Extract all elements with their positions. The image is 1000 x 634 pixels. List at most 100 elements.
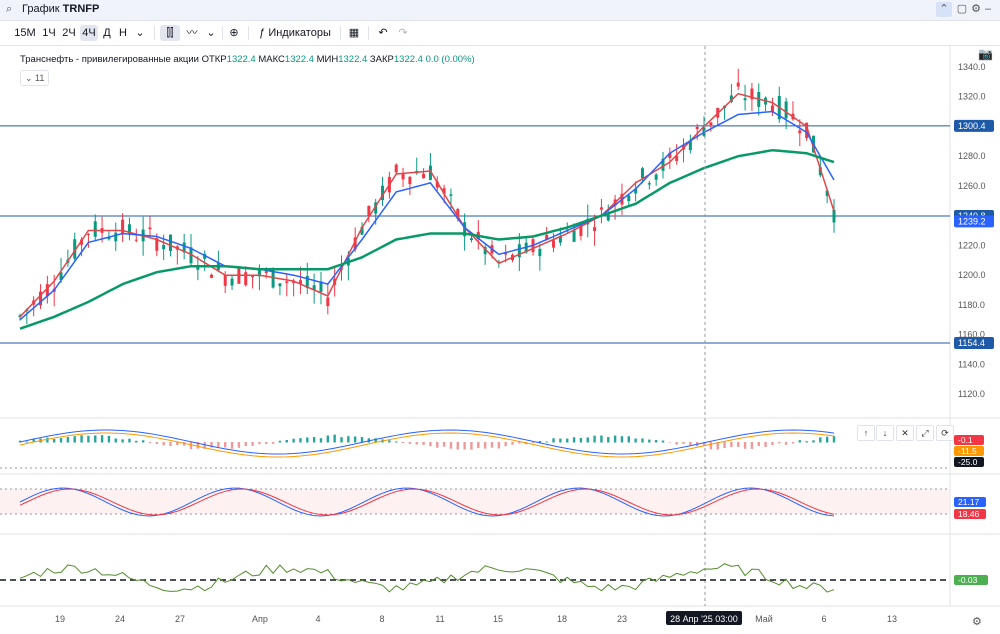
layout-grid-icon[interactable]: ▦ <box>348 27 360 39</box>
x-tick-label: 8 <box>379 614 384 624</box>
chevron-down-icon[interactable]: ⌄ <box>206 27 216 39</box>
macd-histogram-bar <box>593 435 596 443</box>
redo-icon[interactable]: ↷ <box>398 27 408 39</box>
close-value: 1322.4 <box>393 54 423 65</box>
candle-body <box>661 158 665 171</box>
macd-histogram-bar <box>333 434 336 443</box>
candle-body <box>230 278 234 286</box>
level-label: 1300.4 <box>958 121 986 131</box>
macd-histogram-bar <box>566 438 569 443</box>
pane-down-icon[interactable]: ↓ <box>876 425 894 441</box>
macd-histogram-bar <box>46 437 49 443</box>
macd-histogram-bar <box>59 438 63 443</box>
price-chart[interactable]: 1340.01320.01300.01280.01260.01240.01220… <box>0 46 1000 634</box>
macd-histogram-bar <box>470 442 473 450</box>
instrument-name: Транснефть - привилегированные акции <box>20 54 199 65</box>
macd-histogram-bar <box>306 437 309 443</box>
interval-1h[interactable]: 1Ч <box>42 27 56 39</box>
macd-histogram-bar <box>518 442 521 444</box>
y-tick-label: 1340.0 <box>958 62 986 72</box>
macd-histogram-bar <box>326 435 330 443</box>
macd-histogram-bar <box>579 437 583 443</box>
macd-histogram-bar <box>757 442 760 447</box>
macd-histogram-bar <box>613 435 617 443</box>
interval-4h[interactable]: 4Ч <box>80 25 98 41</box>
pane-up-icon[interactable]: ↑ <box>857 425 875 441</box>
camera-icon[interactable]: 📷 <box>978 47 993 61</box>
chart-legend: Транснефть - привилегированные акции ОТК… <box>20 54 475 65</box>
candle-body <box>305 275 309 289</box>
macd-histogram-bar <box>217 442 220 448</box>
stoch-value-label: 21.17 <box>958 497 980 507</box>
macd-histogram-bar <box>559 438 562 443</box>
candle-body <box>210 274 214 278</box>
macd-histogram-bar <box>347 436 350 443</box>
macd-histogram-bar <box>237 442 241 448</box>
sma-fast-line <box>19 92 835 318</box>
macd-histogram-bar <box>32 438 35 443</box>
candle-body <box>121 219 125 235</box>
window-icon[interactable]: ▢ <box>956 3 968 15</box>
candle-body <box>647 183 651 185</box>
stoch-d-line <box>19 488 835 516</box>
candle-body <box>435 181 439 188</box>
macd-histogram-bar <box>723 442 726 449</box>
interval-week[interactable]: Н <box>119 27 127 39</box>
macd-histogram-bar <box>531 442 535 443</box>
chevron-down-icon[interactable]: ⌄ <box>135 27 145 39</box>
macd-histogram-bar <box>258 442 261 445</box>
macd-histogram-bar <box>367 438 371 443</box>
settings-icon[interactable]: ⚙ <box>972 616 982 628</box>
high-label: МАКС <box>258 54 285 65</box>
level-label: 1154.4 <box>958 338 985 348</box>
indicators-button[interactable]: ƒ Индикаторы <box>254 25 336 41</box>
candle-body <box>832 209 836 223</box>
candles-icon[interactable]: ⫿⫿ <box>160 25 180 41</box>
macd-histogram-bar <box>771 442 774 445</box>
y-tick-label: 1120.0 <box>958 389 985 399</box>
macd-histogram-bar <box>353 436 357 443</box>
candle-body <box>319 281 323 292</box>
undo-icon[interactable]: ↶ <box>378 27 388 39</box>
x-tick-label: 19 <box>55 614 65 624</box>
candle-body <box>134 239 138 241</box>
indicators-count-toggle[interactable]: ⌄ 11 <box>20 70 50 86</box>
macd-histogram-bar <box>497 442 501 449</box>
macd-histogram-bar <box>360 437 364 443</box>
candle-body <box>818 167 822 176</box>
candle-body <box>223 275 227 286</box>
macd-histogram-bar <box>764 442 767 447</box>
macd-histogram-bar <box>374 438 377 443</box>
x-tick-label: Апр <box>252 614 268 624</box>
search-icon[interactable]: ⌕ <box>6 3 13 15</box>
candle-body <box>196 266 200 270</box>
interval-15m[interactable]: 15M <box>14 27 36 39</box>
macd-histogram-bar <box>148 442 152 444</box>
minimize-icon[interactable]: – <box>984 3 992 15</box>
line-chart-icon[interactable]: 〰 <box>186 27 198 39</box>
pane-maximize-icon[interactable]: ⤢ <box>916 425 934 441</box>
add-compare-icon[interactable]: ⊕ <box>229 27 239 39</box>
macd-histogram-bar <box>100 435 104 443</box>
macd-histogram-bar <box>80 435 83 443</box>
interval-2h[interactable]: 2Ч <box>62 27 76 39</box>
macd-histogram-bar <box>25 441 29 443</box>
candle-body <box>114 232 118 242</box>
candle-body <box>251 275 255 278</box>
interval-day[interactable]: Д <box>103 27 111 39</box>
macd-histogram-bar <box>401 442 405 444</box>
collapse-icon[interactable]: ⌃ <box>936 2 952 17</box>
macd-histogram-bar <box>477 442 480 449</box>
macd-histogram-bar <box>586 437 589 443</box>
indicators-icon: ƒ <box>259 27 266 39</box>
pane-close-icon[interactable]: ✕ <box>896 425 914 441</box>
settings-icon[interactable]: ⚙ <box>971 3 981 15</box>
macd-value-label: -0.1 <box>958 435 973 445</box>
window-title: График TRNFP <box>22 3 100 15</box>
stoch-value-label: 18.46 <box>958 509 980 519</box>
candle-body <box>381 185 385 201</box>
macd-value-bg <box>954 446 984 456</box>
candle-body <box>572 230 576 242</box>
pane-refresh-icon[interactable]: ⟳ <box>936 425 954 441</box>
candle-body <box>86 234 90 236</box>
